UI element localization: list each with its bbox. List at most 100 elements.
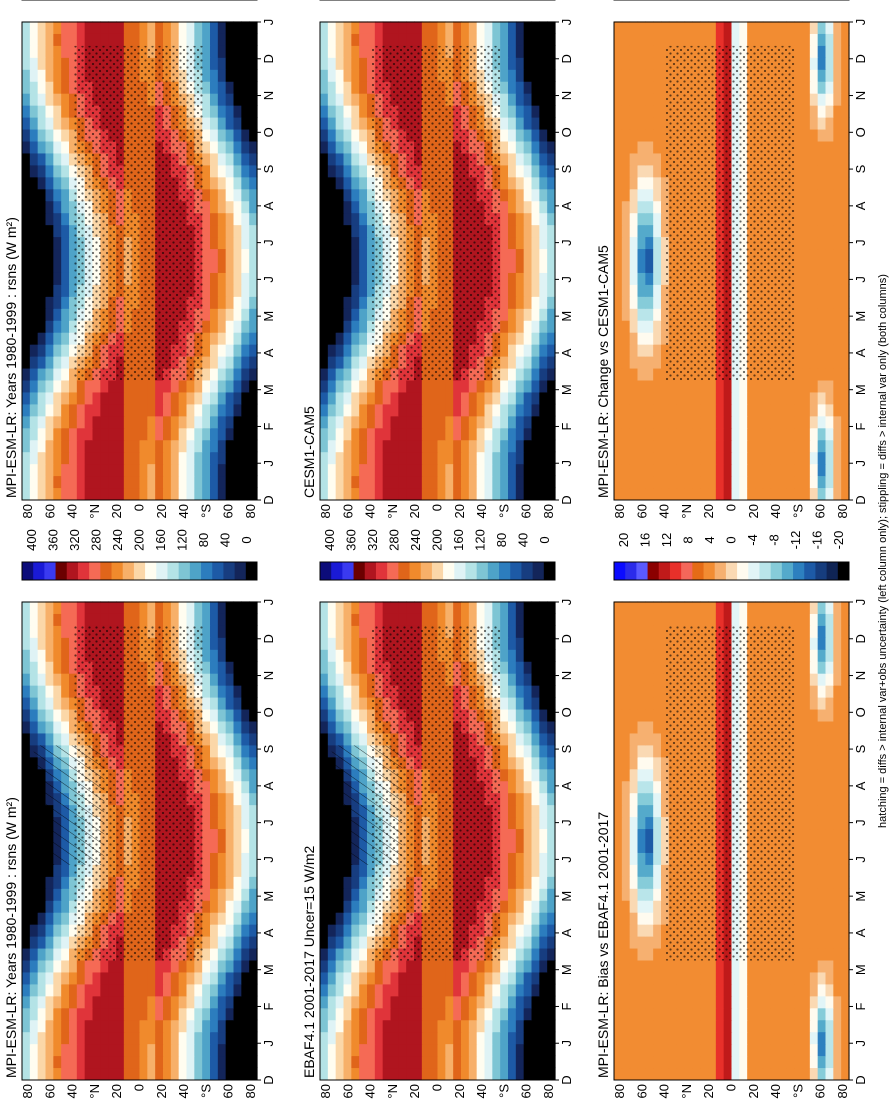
heatmap-cell [492,959,501,973]
heatmap-cell [500,236,509,250]
heatmap-cell [492,1031,501,1045]
heatmap-cell [523,344,533,357]
heatmap-cell [45,439,54,453]
heatmap-cell [37,864,47,877]
heatmap-cell [398,1043,407,1057]
heatmap-cell [225,188,235,202]
heatmap-cell [170,995,180,1009]
heatmap-cell [320,732,329,746]
heatmap-cell [217,332,227,345]
heatmap-cell [508,128,517,142]
heatmap-cell [343,344,352,357]
heatmap-cell [327,45,337,58]
heatmap-cell [45,21,54,34]
heatmap-cell [406,415,415,429]
heatmap-cell [37,732,47,746]
heatmap-cell [116,995,125,1009]
heatmap-cell [351,200,360,214]
heatmap-cell [327,320,337,333]
heatmap-cell [249,696,258,710]
heatmap-cell [500,451,509,465]
heatmap-cell [414,1007,423,1021]
heatmap-cell [210,487,219,500]
heatmap-cell [539,959,548,973]
heatmap-cell [210,224,219,238]
heatmap-cell [508,367,517,381]
heatmap-cell [29,212,39,226]
heatmap-cell [225,93,235,106]
heatmap-cell [37,427,47,441]
heatmap-cell [241,367,250,381]
heatmap-cell [217,864,227,877]
heatmap-cell [437,1031,446,1045]
heatmap-cell [515,1031,525,1045]
heatmap-cell [320,888,329,901]
heatmap-cell [547,983,556,997]
heatmap-cell [374,1007,384,1021]
heatmap-cell [531,876,540,889]
heatmap-cell [233,995,242,1009]
heatmap-cell [210,924,219,937]
heatmap-cell [320,792,329,806]
heatmap-cell [108,971,117,985]
heatmap-cell [241,355,250,369]
heatmap-cell [22,200,31,214]
heatmap-cell [414,391,423,405]
heatmap-cell [421,1043,431,1057]
heatmap-cell [163,427,172,441]
heatmap-cell [382,1007,392,1021]
heatmap-cell [217,463,227,477]
heatmap-cell [241,487,250,500]
heatmap-cell [547,248,556,261]
heatmap-cell [225,983,235,997]
heatmap-cell [327,152,337,166]
heatmap-cell [170,427,180,441]
y-tick-label: 20 [407,1084,422,1098]
heatmap-cell [359,876,368,889]
heatmap-cell [414,33,423,46]
heatmap-cell [453,427,462,441]
heatmap-cell [37,93,47,106]
heatmap-cell [163,1067,172,1080]
heatmap-cell [359,959,368,973]
colorbar-swatch [245,562,258,580]
heatmap-cell [320,128,329,142]
heatmap-cell [123,1055,133,1069]
heatmap-cell [217,33,227,46]
heatmap-cell [210,391,219,405]
heatmap-cell [539,649,548,662]
heatmap-cell [225,367,235,381]
heatmap-cell [108,415,117,429]
heatmap-cell [508,1031,517,1045]
heatmap-cell [61,128,70,142]
heatmap-cell [22,828,31,841]
heatmap-cell [351,601,360,614]
heatmap-cell [515,212,525,226]
heatmap-cell [453,1019,462,1033]
heatmap-cell [508,475,517,489]
heatmap-cell [131,463,141,477]
heatmap-cell [390,983,399,997]
heatmap-cell [508,164,517,178]
y-tick-label: 60 [340,1084,355,1098]
heatmap-cell [421,33,431,46]
heatmap-cell [406,1031,415,1045]
heatmap-cell [547,379,556,393]
heatmap-cell [45,936,54,949]
heatmap-cell [249,355,258,369]
heatmap-cell [139,613,148,626]
heatmap-cell [29,720,39,734]
heatmap-cell [37,983,47,997]
heatmap-cell [351,451,360,465]
heatmap-cell [539,344,548,357]
heatmap-cell [515,260,525,273]
heatmap-cell [327,200,337,214]
heatmap-cell [53,200,62,214]
heatmap-cell [437,475,446,489]
heatmap-cell [531,403,540,417]
heatmap-cell [210,983,219,997]
heatmap-cell [217,924,227,937]
heatmap-cell [202,391,211,405]
heatmap-cell [116,463,125,477]
heatmap-cell [202,284,211,297]
